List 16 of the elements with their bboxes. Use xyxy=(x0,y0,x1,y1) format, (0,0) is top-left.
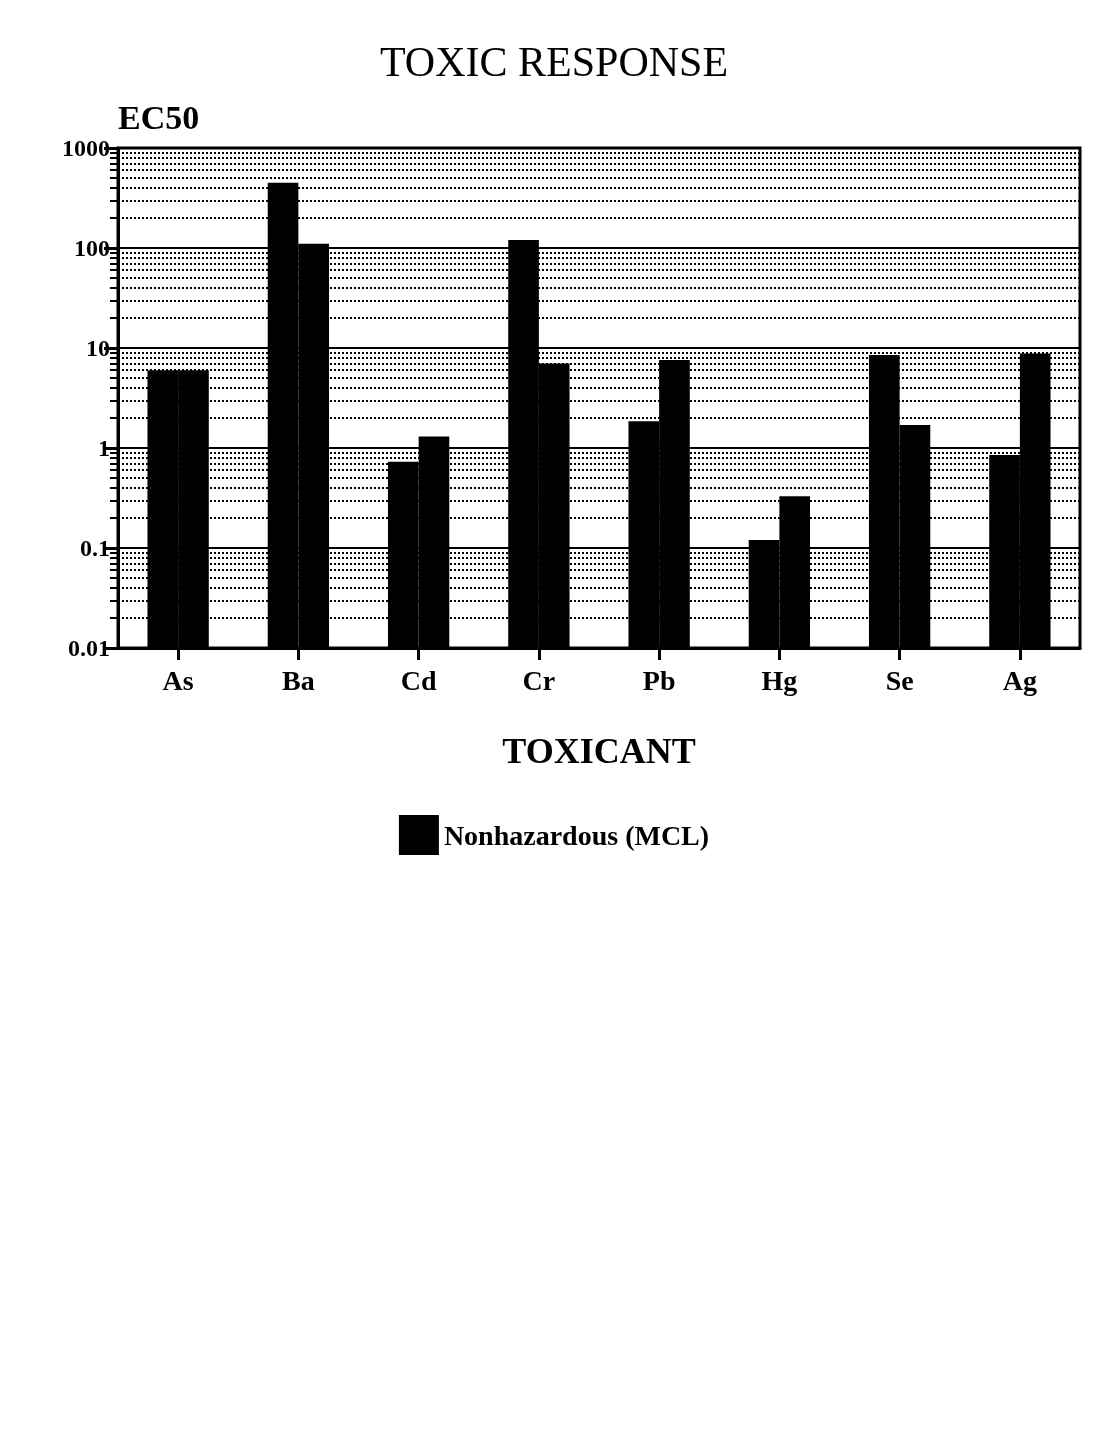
x-tick-label: Hg xyxy=(761,664,798,696)
chart-title: TOXIC RESPONSE xyxy=(379,39,729,85)
y-tick-label: 100 xyxy=(74,235,110,261)
legend-label: Nonhazardous (MCL) xyxy=(443,819,710,851)
x-tick-label: Ba xyxy=(282,664,315,696)
x-axis-title: TOXICANT xyxy=(502,731,696,771)
x-tick-label: As xyxy=(162,664,194,696)
x-tick-label: Cr xyxy=(522,664,556,696)
x-tick-label: Cd xyxy=(400,664,437,696)
y-tick-label: 0.1 xyxy=(80,535,110,561)
x-tick-label: Se xyxy=(885,664,914,696)
x-tick-label: Pb xyxy=(642,664,676,696)
x-tick-label: Ag xyxy=(1002,664,1037,696)
y-axis-title: EC50 xyxy=(118,98,200,136)
y-tick-label: 0.01 xyxy=(68,635,110,661)
y-tick-label: 1000 xyxy=(62,135,110,161)
